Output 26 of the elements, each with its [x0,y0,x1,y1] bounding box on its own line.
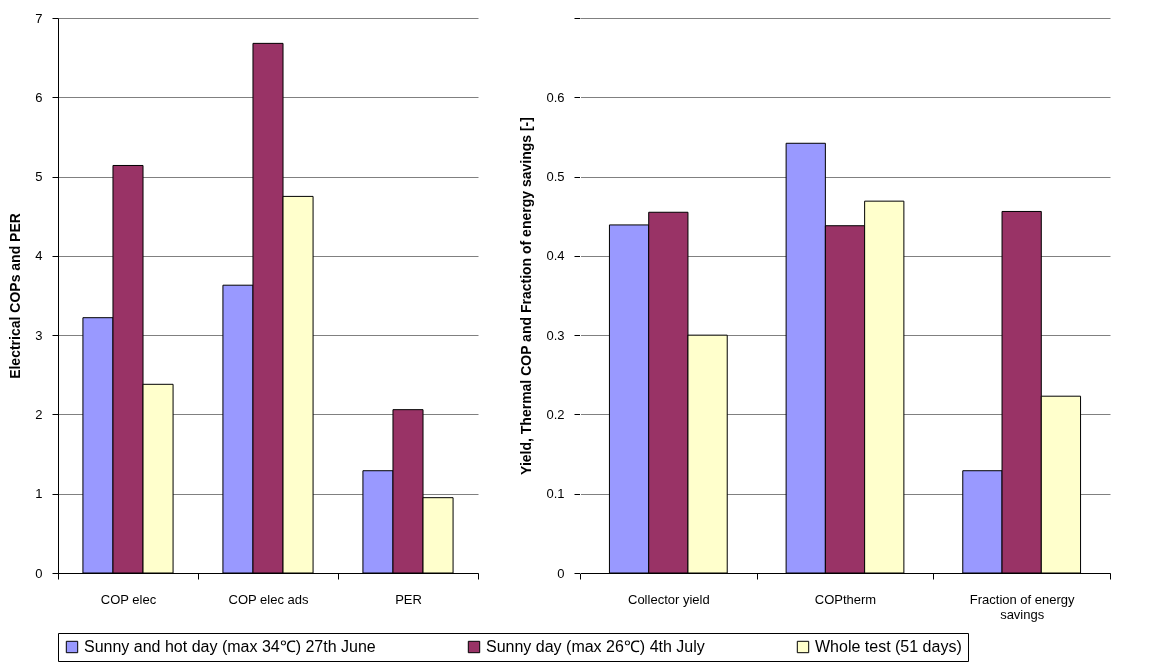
y-tick-label: 7 [35,10,43,26]
legend-label: Sunny and hot day (max 34℃) 27th June [84,638,376,655]
y-axis-title: Electrical COPs and PER [7,213,24,379]
x-tick-label: Collector yield [628,591,710,607]
y-tick-label: 3 [35,327,43,343]
x-tick-label: Fraction of energy savings [969,591,1076,622]
x-tick-label: COP elec ads [228,591,309,607]
y-tick-label: 0.6 [546,89,565,105]
y-tick-label: 0.5 [546,169,565,185]
y-tick-label: 6 [35,89,43,105]
y-tick-label: 2 [35,406,43,422]
y-tick-label: 0 [557,565,565,581]
legend-label: Whole test (51 days) [815,638,962,655]
y-axis-title: Yield, Thermal COP and Fraction of energy savings [-] [518,117,535,475]
y-tick-label: 0.3 [546,327,565,343]
x-tick-label: COP elec [100,591,157,607]
y-tick-label: 1 [35,486,43,502]
x-tick-label: COPtherm [814,591,877,607]
y-tick-label: 5 [35,169,43,185]
y-tick-label: 0.4 [546,248,565,264]
x-tick-label: PER [395,591,422,607]
y-tick-label: 0 [35,565,43,581]
y-tick-label: 0.1 [546,486,565,502]
y-tick-label: 0.2 [546,406,565,422]
y-tick-label: 4 [35,248,43,264]
legend-label: Sunny day (max 26℃) 4th July [486,638,705,655]
